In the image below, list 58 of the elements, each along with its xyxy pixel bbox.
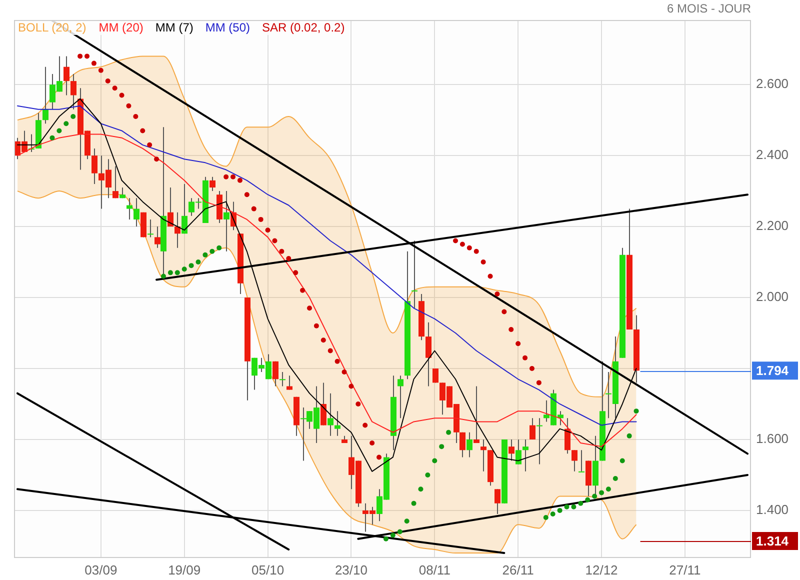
candlestick xyxy=(210,176,216,192)
y-tick-label: 1.600 xyxy=(756,431,789,446)
candlestick xyxy=(92,148,98,184)
y-tick-label: 2.000 xyxy=(756,289,789,304)
ref-line-label: 1.794 xyxy=(756,363,790,378)
candlestick xyxy=(516,438,522,465)
candlestick xyxy=(398,375,404,419)
x-tick-label: 12/12 xyxy=(585,562,618,578)
candlestick xyxy=(112,166,118,199)
text: MM (20) xyxy=(98,20,144,34)
y-tick-label: 1.400 xyxy=(756,502,789,518)
y-tick-label: 2.400 xyxy=(756,147,789,162)
candlestick xyxy=(530,418,536,440)
candlestick xyxy=(320,382,326,426)
candlestick xyxy=(154,226,160,248)
x-tick-label: 03/09 xyxy=(84,562,118,578)
x-tick-label: 19/09 xyxy=(168,562,201,578)
candlestick xyxy=(182,183,188,234)
candlestick xyxy=(168,187,174,228)
x-tick-label: 26/11 xyxy=(502,562,534,578)
text: MM (50) xyxy=(205,20,250,34)
candlestick xyxy=(224,190,230,252)
y-tick-label: 2.200 xyxy=(756,218,789,234)
candlestick xyxy=(272,360,278,387)
text: BOLL (20, 2) xyxy=(18,20,86,34)
candlestick xyxy=(480,438,486,472)
candlestick xyxy=(134,198,140,228)
candlestick xyxy=(508,438,514,462)
candlestick xyxy=(126,198,132,220)
candlestick xyxy=(70,73,76,110)
candlestick xyxy=(334,410,340,436)
text: SAR (0.02, 0.2) xyxy=(262,20,345,34)
y-tick-label: 2.600 xyxy=(756,76,789,92)
x-tick-label: 27/11 xyxy=(669,562,701,578)
chart-title: 6 MOIS - JOUR xyxy=(666,1,752,16)
candlestick xyxy=(286,375,292,390)
candlestick xyxy=(522,438,528,472)
candlestick xyxy=(426,322,432,387)
ref-line-label: 1.314 xyxy=(756,534,790,549)
candlestick xyxy=(328,392,334,436)
text: MM (7) xyxy=(155,20,194,34)
candlestick xyxy=(412,240,418,309)
line-series xyxy=(16,190,637,554)
x-tick-label: 23/10 xyxy=(334,562,368,578)
candlestick xyxy=(280,372,286,387)
candlestick xyxy=(494,488,500,514)
candlestick xyxy=(536,418,542,465)
candlestick xyxy=(466,432,472,458)
candlestick xyxy=(474,386,480,444)
candlestick xyxy=(42,66,48,124)
candlestick xyxy=(460,432,466,458)
candlestick xyxy=(64,56,70,96)
x-tick-label: 08/11 xyxy=(418,562,450,578)
candlestick xyxy=(148,218,154,238)
x-tick-label: 05/10 xyxy=(252,562,284,578)
candlestick xyxy=(564,418,570,454)
candlestick xyxy=(572,450,578,472)
candlestick xyxy=(578,450,584,472)
